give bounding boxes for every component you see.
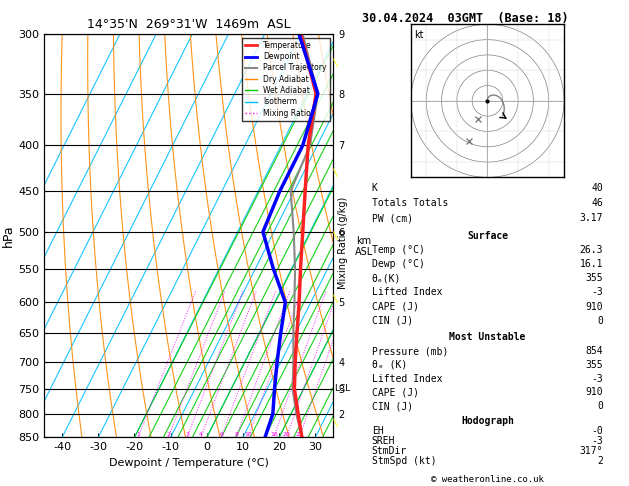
Text: CAPE (J): CAPE (J) bbox=[372, 302, 419, 312]
Text: 8: 8 bbox=[234, 433, 238, 437]
Text: 10: 10 bbox=[244, 433, 252, 437]
Y-axis label: km
ASL: km ASL bbox=[355, 236, 373, 257]
Text: -3: -3 bbox=[591, 287, 603, 297]
Text: 46: 46 bbox=[591, 198, 603, 208]
Text: Temp (°C): Temp (°C) bbox=[372, 245, 425, 255]
Text: StmDir: StmDir bbox=[372, 446, 407, 456]
Text: 910: 910 bbox=[586, 387, 603, 398]
Text: -3: -3 bbox=[591, 374, 603, 383]
Text: K: K bbox=[372, 183, 377, 192]
Text: 16.1: 16.1 bbox=[580, 259, 603, 269]
Text: CIN (J): CIN (J) bbox=[372, 401, 413, 411]
Text: /: / bbox=[331, 168, 342, 177]
Text: 3.17: 3.17 bbox=[580, 213, 603, 223]
Text: CAPE (J): CAPE (J) bbox=[372, 387, 419, 398]
Text: 3: 3 bbox=[185, 433, 189, 437]
Text: Most Unstable: Most Unstable bbox=[449, 332, 526, 342]
Text: 30.04.2024  03GMT  (Base: 18): 30.04.2024 03GMT (Base: 18) bbox=[362, 12, 568, 25]
Text: CIN (J): CIN (J) bbox=[372, 316, 413, 326]
Title: 14°35'N  269°31'W  1469m  ASL: 14°35'N 269°31'W 1469m ASL bbox=[87, 18, 291, 32]
Text: 0: 0 bbox=[598, 401, 603, 411]
Text: LCL: LCL bbox=[335, 384, 351, 394]
Text: /: / bbox=[331, 418, 342, 428]
Text: PW (cm): PW (cm) bbox=[372, 213, 413, 223]
Text: 317°: 317° bbox=[580, 446, 603, 456]
Text: 25: 25 bbox=[296, 433, 303, 437]
Text: StmSpd (kt): StmSpd (kt) bbox=[372, 456, 437, 467]
Text: 2: 2 bbox=[598, 456, 603, 467]
Text: Lifted Index: Lifted Index bbox=[372, 374, 442, 383]
Text: 4: 4 bbox=[199, 433, 203, 437]
Text: -3: -3 bbox=[591, 436, 603, 446]
Text: 910: 910 bbox=[586, 302, 603, 312]
Text: EH: EH bbox=[372, 426, 384, 436]
Text: Totals Totals: Totals Totals bbox=[372, 198, 448, 208]
Text: 355: 355 bbox=[586, 273, 603, 283]
Text: /: / bbox=[331, 294, 342, 304]
Text: 0: 0 bbox=[598, 316, 603, 326]
Text: Hodograph: Hodograph bbox=[461, 416, 514, 426]
Text: © weatheronline.co.uk: © weatheronline.co.uk bbox=[431, 474, 544, 484]
Text: θₑ(K): θₑ(K) bbox=[372, 273, 401, 283]
Text: SREH: SREH bbox=[372, 436, 395, 446]
Text: 16: 16 bbox=[270, 433, 277, 437]
Text: Dewp (°C): Dewp (°C) bbox=[372, 259, 425, 269]
Text: 854: 854 bbox=[586, 346, 603, 356]
Text: /: / bbox=[331, 231, 342, 241]
Text: Pressure (mb): Pressure (mb) bbox=[372, 346, 448, 356]
Y-axis label: hPa: hPa bbox=[3, 225, 15, 247]
Text: θₑ (K): θₑ (K) bbox=[372, 360, 407, 370]
Text: 2: 2 bbox=[166, 433, 170, 437]
Text: Mixing Ratio (g/kg): Mixing Ratio (g/kg) bbox=[338, 197, 348, 289]
Text: 20: 20 bbox=[282, 433, 291, 437]
X-axis label: Dewpoint / Temperature (°C): Dewpoint / Temperature (°C) bbox=[109, 458, 269, 468]
Text: 355: 355 bbox=[586, 360, 603, 370]
Text: /: / bbox=[331, 58, 342, 68]
Text: kt: kt bbox=[414, 31, 423, 40]
Text: -0: -0 bbox=[591, 426, 603, 436]
Text: 26.3: 26.3 bbox=[580, 245, 603, 255]
Text: Lifted Index: Lifted Index bbox=[372, 287, 442, 297]
Legend: Temperature, Dewpoint, Parcel Trajectory, Dry Adiabat, Wet Adiabat, Isotherm, Mi: Temperature, Dewpoint, Parcel Trajectory… bbox=[242, 38, 330, 121]
Text: 6: 6 bbox=[220, 433, 223, 437]
Text: 1: 1 bbox=[136, 433, 140, 437]
Text: Surface: Surface bbox=[467, 230, 508, 241]
Text: 40: 40 bbox=[591, 183, 603, 192]
